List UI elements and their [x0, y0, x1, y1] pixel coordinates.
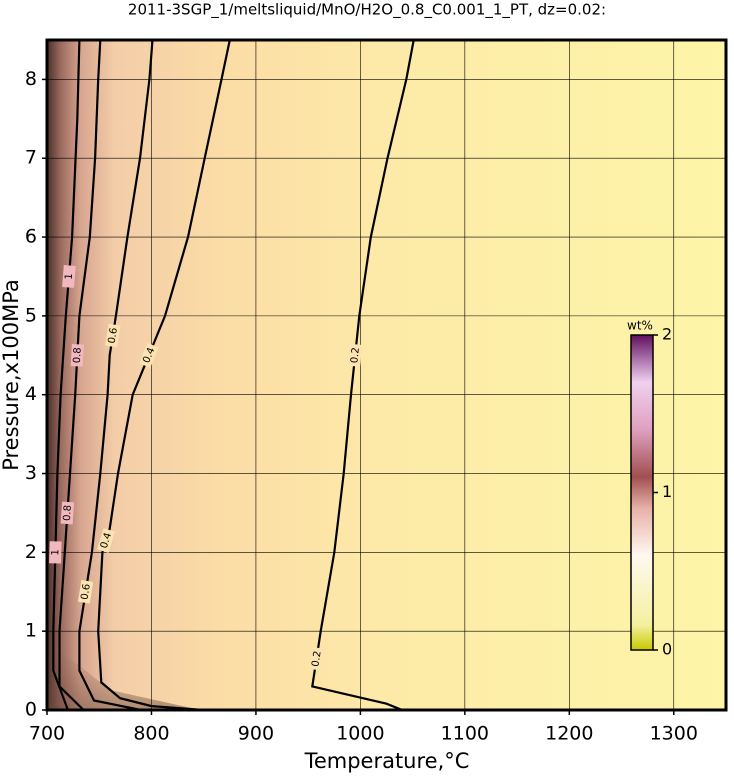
contour-label-group: 0.6 — [77, 579, 94, 604]
contour-label-group: 1 — [62, 265, 76, 288]
contour-label-group: 0.6 — [105, 323, 121, 348]
contour-line — [58, 40, 102, 710]
colorbar-tick-label: 0 — [662, 640, 672, 659]
y-tick-label: 2 — [25, 541, 37, 563]
contour-label: 0.6 — [107, 327, 120, 344]
contour-line — [97, 40, 231, 710]
y-tick-label: 1 — [25, 620, 37, 642]
contour-label-bg — [60, 501, 75, 525]
colorbar-label: wt% — [627, 319, 653, 333]
x-axis-label: Temperature,°C — [304, 749, 470, 773]
x-tick-label: 1100 — [441, 723, 489, 745]
contour-label-group: 1 — [49, 541, 62, 564]
heatmap — [47, 40, 726, 710]
contour-label: 0.2 — [349, 347, 362, 364]
y-tick-label: 5 — [25, 304, 37, 326]
contour-label-group: 0.8 — [70, 343, 84, 367]
x-tick-label: 800 — [133, 723, 169, 745]
contour-label-bg — [77, 579, 94, 604]
contour-label-group: 0.2 — [308, 646, 325, 671]
contour-label: 1 — [50, 549, 61, 556]
contour-label-group: 0.4 — [97, 528, 116, 553]
colorbar-tick-label: 2 — [662, 325, 672, 344]
contour-label-bg — [97, 528, 116, 553]
x-tick-label: 1300 — [650, 723, 698, 745]
contour-line — [78, 40, 154, 710]
x-tick-label: 700 — [29, 723, 65, 745]
x-tick-label: 900 — [238, 723, 274, 745]
y-tick-label: 7 — [25, 147, 37, 169]
y-tick-label: 4 — [25, 383, 37, 405]
chart-title: 2011-3SGP_1/meltsliquid/MnO/H2O_0.8_C0.0… — [128, 1, 606, 20]
contour-label: 0.8 — [72, 347, 84, 363]
x-tick-label: 1200 — [545, 723, 593, 745]
heatmap-shade — [47, 640, 200, 710]
y-tick-label: 0 — [25, 699, 37, 721]
contour-label: 0.8 — [62, 505, 74, 522]
y-tick-label: 6 — [25, 226, 37, 248]
contour-label: 0.2 — [310, 650, 323, 667]
y-tick-label: 8 — [25, 68, 37, 90]
contour-label-bg — [308, 646, 325, 671]
y-tick-label: 3 — [25, 462, 37, 484]
y-axis-label: Pressure,x100MPa — [0, 279, 23, 471]
contour-label-bg — [49, 541, 62, 564]
contour-label-bg — [70, 343, 84, 367]
contour-label-bg — [62, 265, 76, 288]
contour-label: 0.6 — [79, 583, 92, 600]
contour-label-group: 0.2 — [348, 343, 363, 367]
contour-line — [52, 40, 81, 710]
contour-label-group: 0.8 — [60, 501, 75, 525]
x-tick-label: 1000 — [336, 723, 384, 745]
contour-line — [311, 40, 415, 710]
colorbar-tick-label: 1 — [662, 482, 672, 501]
contour-label-bg — [348, 343, 363, 367]
contour-label-bg — [139, 342, 159, 368]
colorbar — [630, 334, 654, 651]
contour-label: 1 — [64, 273, 75, 280]
contour-label: 0.4 — [99, 531, 114, 549]
plot-frame — [45, 38, 728, 712]
contour-label-bg — [105, 323, 121, 348]
